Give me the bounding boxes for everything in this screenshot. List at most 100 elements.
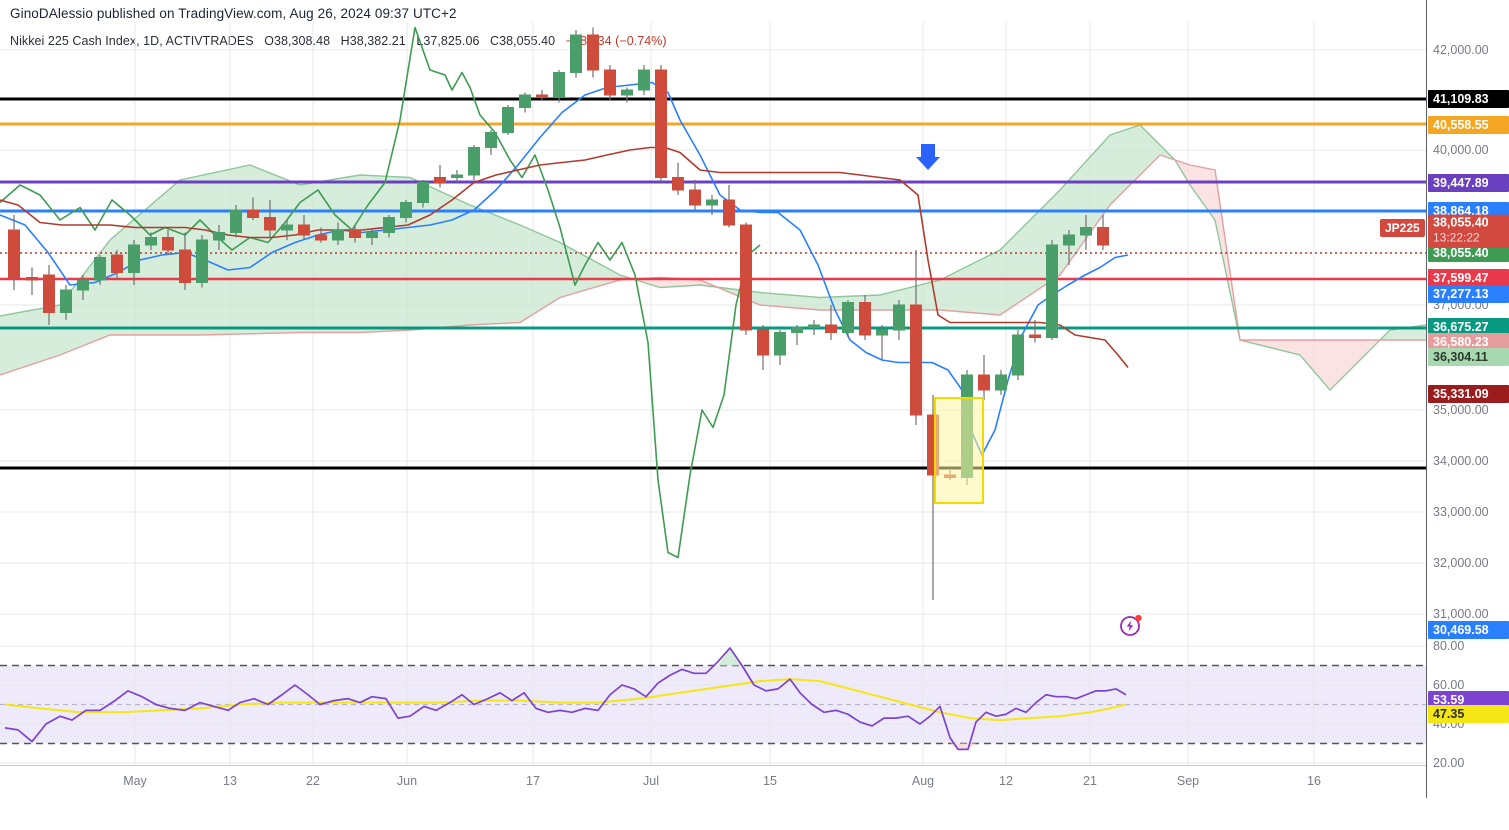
candlestick[interactable]	[893, 300, 905, 340]
candlestick[interactable]	[485, 130, 497, 155]
price-pane[interactable]	[0, 22, 1426, 638]
price-level-tag[interactable]: 37,599.47	[1428, 269, 1509, 287]
ichimoku-cloud-segment	[296, 183, 300, 333]
candlestick[interactable]	[995, 370, 1007, 395]
price-level-tag[interactable]: 36,304.11	[1428, 348, 1509, 366]
candlestick[interactable]	[128, 240, 140, 285]
candlestick[interactable]	[553, 70, 565, 103]
candle-body	[213, 232, 225, 241]
candlestick[interactable]	[638, 65, 650, 95]
candlestick[interactable]	[723, 185, 735, 228]
candlestick[interactable]	[706, 195, 718, 215]
candlestick[interactable]	[791, 325, 803, 345]
price-level-tag[interactable]: 35,331.09	[1428, 385, 1509, 403]
legend-symbol[interactable]: Nikkei 225 Cash Index, 1D, ACTIVTRADES	[10, 34, 254, 48]
candlestick[interactable]	[519, 92, 531, 113]
candlestick[interactable]	[400, 200, 412, 223]
candlestick[interactable]	[825, 305, 837, 340]
candlestick[interactable]	[757, 325, 769, 370]
ichimoku-cloud-segment	[1092, 150, 1096, 231]
ichimoku-cloud-segment	[164, 190, 168, 335]
candlestick[interactable]	[77, 275, 89, 300]
ichimoku-cloud-segment	[136, 214, 140, 335]
lightning-bolt-icon[interactable]	[1118, 612, 1144, 638]
candlestick[interactable]	[349, 225, 361, 243]
candlestick[interactable]	[1012, 330, 1024, 380]
candlestick[interactable]	[587, 27, 599, 78]
ichimoku-cloud-segment	[604, 266, 608, 285]
candlestick[interactable]	[451, 170, 463, 183]
candlestick[interactable]	[111, 250, 123, 280]
price-level-tag[interactable]: 39,447.89	[1428, 174, 1509, 192]
candlestick[interactable]	[774, 330, 786, 365]
candlestick[interactable]	[8, 215, 20, 290]
candlestick[interactable]	[689, 180, 701, 210]
price-level-tag[interactable]: 38,055.40	[1428, 244, 1509, 262]
candlestick[interactable]	[621, 87, 633, 103]
candlestick[interactable]	[60, 285, 72, 320]
candlestick[interactable]	[1029, 320, 1041, 343]
live-quote-tag[interactable]: 38,055.40 13:22:22	[1428, 214, 1509, 248]
candlestick[interactable]	[570, 30, 582, 78]
candlestick[interactable]	[26, 267, 38, 296]
price-level-tag[interactable]: 37,277.13	[1428, 285, 1509, 303]
candlestick[interactable]	[145, 232, 157, 251]
price-axis[interactable]: JP225 42,000.00 40,000.00 37,000.00 35,000.…	[1380, 0, 1509, 798]
ichimoku-cloud-segment	[780, 294, 784, 307]
ichimoku-cloud-segment	[1012, 234, 1016, 307]
candlestick[interactable]	[247, 197, 259, 221]
candlestick[interactable]	[859, 295, 871, 340]
candlestick[interactable]	[281, 220, 293, 240]
candlestick[interactable]	[978, 355, 990, 400]
candlestick[interactable]	[264, 200, 276, 238]
candlestick[interactable]	[1046, 240, 1058, 340]
ichimoku-cloud-segment	[820, 297, 824, 310]
candlestick[interactable]	[1097, 215, 1109, 250]
candlestick[interactable]	[536, 90, 548, 100]
candlestick[interactable]	[417, 180, 429, 208]
candlestick[interactable]	[468, 145, 480, 180]
candlestick[interactable]	[315, 227, 327, 243]
candle-body	[757, 329, 769, 356]
candlestick[interactable]	[604, 65, 616, 100]
candlestick[interactable]	[298, 215, 310, 240]
price-level-tag[interactable]: 41,109.83	[1428, 90, 1509, 108]
candlestick[interactable]	[740, 222, 752, 336]
time-axis[interactable]: May 13 22 Jun 17 Jul 15 Aug 12 21 Sep 16	[0, 765, 1426, 799]
ichimoku-cloud-segment	[488, 212, 492, 325]
candlestick[interactable]	[502, 105, 514, 135]
candlestick[interactable]	[1063, 230, 1075, 265]
candlestick[interactable]	[162, 230, 174, 255]
candlestick[interactable]	[383, 215, 395, 238]
yellow-highlight-box[interactable]	[934, 397, 984, 504]
candlestick[interactable]	[876, 325, 888, 360]
ichimoku-cloud-segment	[260, 169, 264, 334]
candlestick[interactable]	[655, 65, 667, 183]
price-level-tag[interactable]: 30,469.58	[1428, 621, 1509, 639]
candlestick[interactable]	[196, 235, 208, 288]
price-level-tag[interactable]: 40,558.55	[1428, 116, 1509, 134]
candlestick[interactable]	[213, 225, 225, 250]
rsi-pane[interactable]	[0, 638, 1426, 765]
candlestick[interactable]	[94, 255, 106, 285]
price-chart-canvas[interactable]	[0, 22, 1426, 638]
rsi-chart-canvas[interactable]	[0, 638, 1426, 765]
candlestick[interactable]	[434, 165, 446, 188]
candlestick[interactable]	[230, 205, 242, 238]
price-level-tag[interactable]: 36,580.23	[1428, 333, 1509, 351]
candlestick[interactable]	[366, 230, 378, 245]
candlestick[interactable]	[332, 222, 344, 246]
price-level-tag[interactable]: 36,675.27	[1428, 318, 1509, 336]
kijun-sen-line	[0, 146, 1129, 368]
candlestick[interactable]	[43, 265, 55, 325]
candlestick[interactable]	[1080, 215, 1092, 250]
candlestick[interactable]	[179, 232, 191, 291]
candlestick[interactable]	[910, 250, 922, 425]
down-arrow-icon[interactable]	[916, 144, 940, 170]
ichimoku-cloud-segment	[924, 283, 928, 310]
candlestick[interactable]	[808, 320, 820, 335]
price-level-tag[interactable]: 47.35	[1428, 705, 1509, 723]
candlestick[interactable]	[842, 300, 854, 338]
price-level-tag[interactable]: 53.59	[1428, 691, 1509, 709]
candlestick[interactable]	[672, 162, 684, 196]
